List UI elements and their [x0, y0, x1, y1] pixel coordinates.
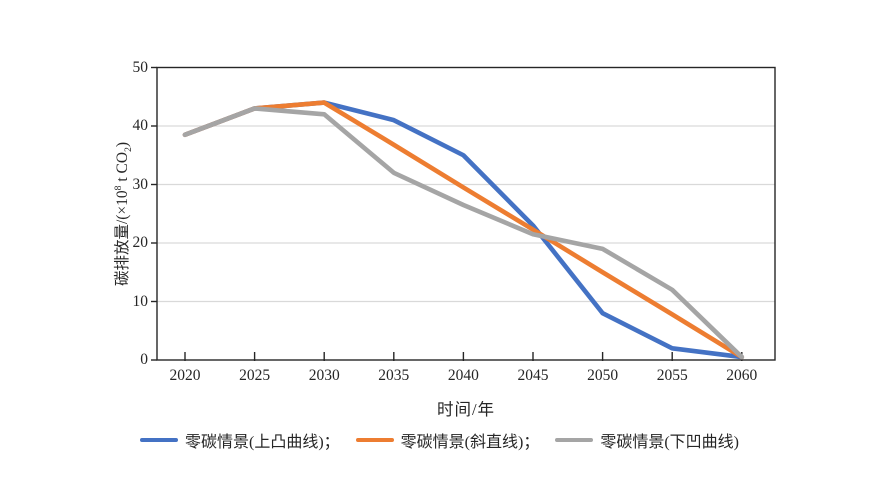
plot-border — [156, 66, 776, 361]
y-axis-title-unit: t CO — [113, 151, 131, 186]
y-tick-label: 10 — [132, 292, 149, 310]
legend-label: 零碳情景(上凸曲线)； — [184, 434, 340, 451]
y-axis-title-text: 碳排放量/(×10 — [113, 190, 131, 287]
x-tick-label: 2045 — [517, 367, 549, 384]
y-axis-title: 碳排放量/(×108 t CO2) — [110, 142, 134, 286]
y-tick-label: 50 — [132, 58, 149, 76]
legend-line-sample-orange — [355, 437, 394, 443]
x-tick-label: 2055 — [656, 367, 688, 384]
series-line — [182, 100, 745, 360]
legend-item-concave-curve: 零碳情景(下凹曲线) — [555, 428, 739, 452]
legend: 零碳情景(上凸曲线)； 零碳情景(斜直线)； 零碳情景(下凹曲线) — [0, 428, 879, 452]
x-tick-label: 2050 — [587, 367, 619, 384]
y-tick-label: 0 — [140, 351, 148, 368]
x-tick-label: 2060 — [726, 367, 758, 384]
y-tick-label: 20 — [132, 234, 149, 251]
y-axis-title-subscript: 2 — [123, 147, 135, 152]
legend-line-sample-gray — [555, 437, 594, 443]
x-tick-label: 2035 — [378, 367, 410, 384]
x-tick-label: 2020 — [169, 367, 201, 384]
series-line — [182, 106, 745, 360]
x-tick-label: 2040 — [447, 367, 479, 384]
legend-label: 零碳情景(下凹曲线) — [600, 434, 739, 451]
x-axis-title: 时间/年 — [436, 400, 496, 419]
legend-item-convex-curve: 零碳情景(上凸曲线)； — [139, 428, 340, 452]
y-tick-label: 40 — [132, 117, 149, 134]
legend-label: 零碳情景(斜直线)； — [400, 434, 540, 451]
legend-line-sample-blue — [139, 437, 178, 443]
y-tick-label: 30 — [132, 175, 149, 193]
series-line — [182, 100, 745, 360]
x-tick-label: 2025 — [239, 367, 271, 384]
y-axis-title-superscript: 8 — [112, 185, 124, 191]
legend-item-straight-line: 零碳情景(斜直线)； — [355, 428, 540, 452]
x-tick-label: 2030 — [308, 367, 340, 384]
y-axis-title-close: ) — [113, 141, 131, 148]
